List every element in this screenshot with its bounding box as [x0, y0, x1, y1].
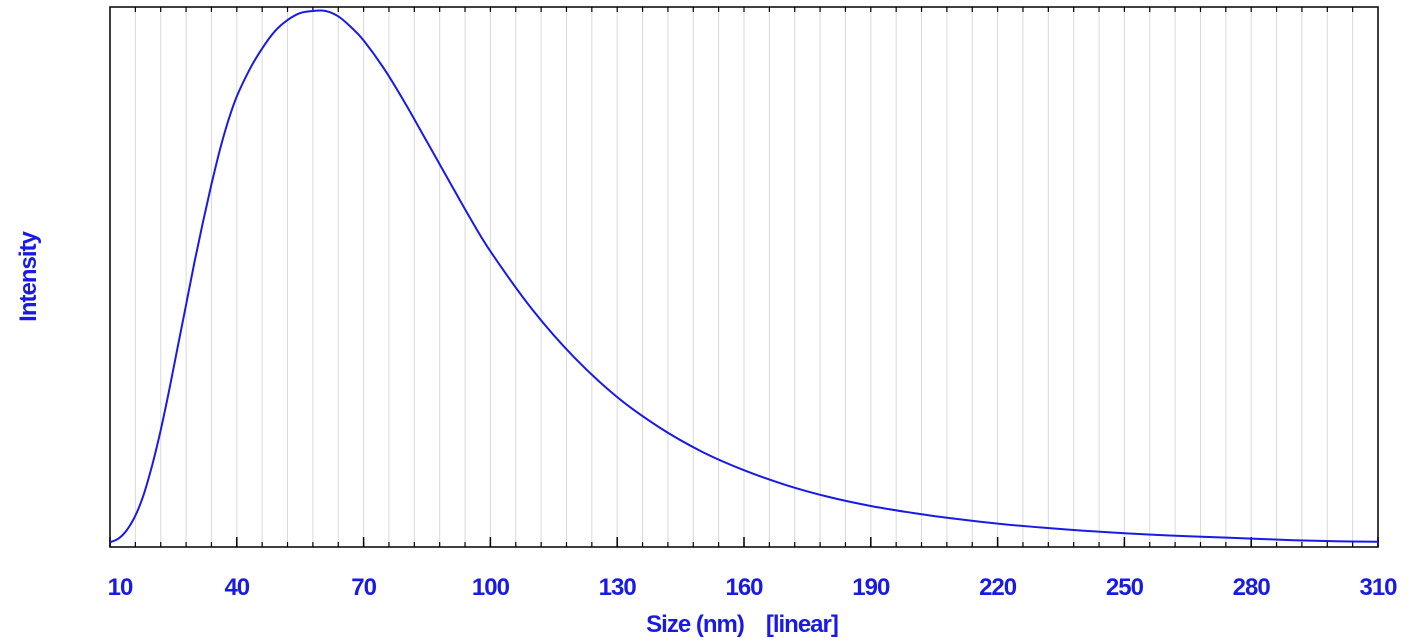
x-axis-label: Size (nm) — [646, 611, 744, 638]
x-tick-label: 70 — [351, 574, 376, 601]
x-tick-label: 130 — [599, 574, 637, 601]
x-tick-label: 10 — [108, 574, 133, 601]
x-tick-label: 280 — [1233, 574, 1271, 601]
x-tick-label: 190 — [852, 574, 890, 601]
intensity-curve — [109, 9, 1379, 544]
x-tick-labels: 10 40 70 100 130 160 190 220 250 280 310 — [108, 574, 1399, 601]
gridlines — [134, 7, 1354, 547]
x-axis-scale-label: [linear] — [766, 611, 838, 638]
x-tick-label: 250 — [1106, 574, 1144, 601]
x-axis-title: Size (nm) [linear] — [646, 611, 838, 638]
y-axis-title: Intensity — [15, 231, 42, 322]
x-tick-label: 100 — [472, 574, 510, 601]
x-ticks — [109, 7, 1379, 547]
x-tick-label: 160 — [725, 574, 763, 601]
x-tick-label: 220 — [979, 574, 1017, 601]
x-tick-label: 310 — [1359, 574, 1397, 601]
x-tick-label: 40 — [224, 574, 249, 601]
